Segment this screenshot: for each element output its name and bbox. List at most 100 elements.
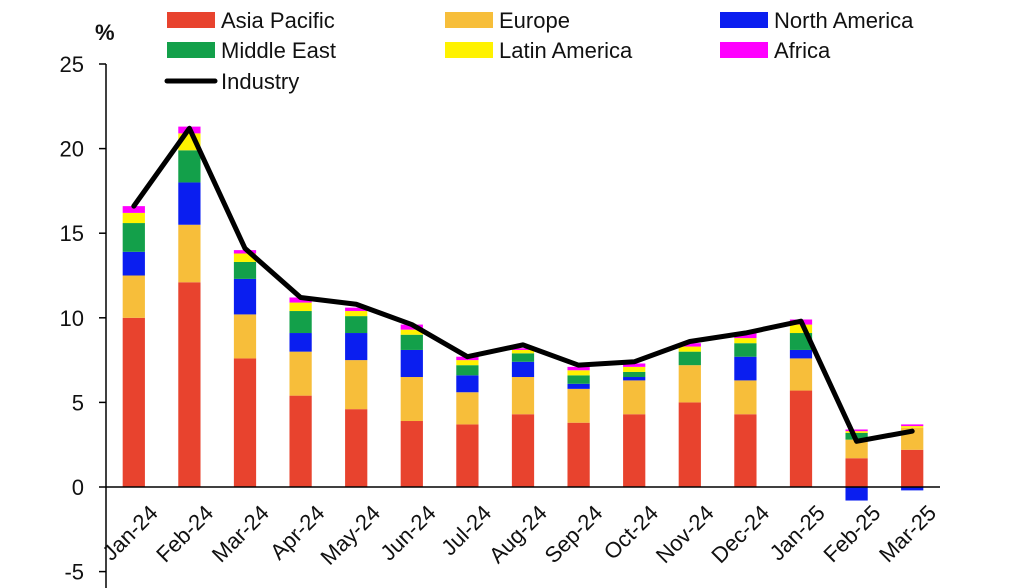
bar-segment [233,278,257,315]
y-tick-label: 5 [72,390,84,415]
bar-segment [345,307,368,312]
bar-segment [122,251,145,276]
bar-segment [178,224,201,283]
bar-segment [233,253,257,262]
bar-segment [567,375,590,384]
bar-segment [456,424,479,487]
bar-segment [845,431,868,433]
bar-segment [178,182,201,225]
bar-segment [678,351,701,366]
bar-segment [233,358,257,487]
x-tick-label: May-24 [315,500,385,570]
x-tick-label: Feb-25 [818,500,885,567]
legend-swatch [720,12,768,28]
legend-swatch [445,12,493,28]
bar-segment [289,351,312,396]
bar-segment [678,343,701,347]
bar-segment [623,366,646,372]
bar-segment [845,487,868,501]
bar-segment [345,333,368,361]
bar-segment [400,349,423,378]
bar-segment [567,422,590,487]
bar-segment [456,375,479,393]
bar-segment [567,366,590,371]
bar-segment [345,409,368,487]
bar-segment [734,380,757,415]
bar-segment [178,150,201,183]
bar-segment [511,377,535,415]
bar-segment [734,356,757,381]
bar-segment [289,395,312,487]
bar-segment [901,424,924,427]
bar-segment [122,317,145,487]
y-axis-unit-label: % [95,20,115,45]
legend-swatch [167,12,215,28]
bar-segment [678,402,701,487]
legend-label: Europe [499,8,570,33]
bar-segment [623,414,646,487]
bar-segment [789,390,813,487]
legend-label: Africa [774,38,831,63]
bar-segment [456,365,479,376]
bar-segment [789,358,813,391]
industry-line [131,125,915,444]
bar-segment [567,388,590,423]
bar-segment [511,349,535,354]
x-tick-label: Mar-25 [874,500,941,567]
industry-line-path [131,125,915,444]
y-tick-label: 20 [60,137,84,162]
bar-segment [623,377,646,381]
bar-segment [178,282,201,487]
y-axis: -5 0 5 10 15 20 25 [60,52,107,588]
bar-segment [567,383,590,389]
bar-segment [845,429,868,432]
bar-segment [789,324,813,334]
x-tick-label: Oct-24 [599,500,663,564]
bar-segment [345,311,368,317]
bar-segment [122,223,145,252]
bar-segment [122,212,145,224]
bar-segment [456,392,479,425]
bar-segment [901,449,924,487]
y-tick-label: 0 [72,475,84,500]
x-tick-label: Aug-24 [484,500,552,568]
bar-segment [289,333,312,352]
bar-segment [511,361,535,378]
x-axis: Jan-24Feb-24Mar-24Apr-24May-24Jun-24Jul-… [97,486,941,570]
y-tick-label: -5 [64,560,84,585]
legend-label: Latin America [499,38,633,63]
y-tick-label: 15 [60,221,84,246]
x-tick-label: Feb-24 [151,500,218,567]
bar-segment [567,370,590,376]
legend-label: Asia Pacific [221,8,335,33]
bar-segment [400,334,423,350]
bar-segment [901,426,924,428]
bar-segment [289,297,312,303]
bar-segment [122,275,145,318]
x-tick-label: Mar-24 [207,500,274,567]
bar-segment [734,414,757,487]
x-tick-label: Jan-24 [97,500,162,565]
bar-segment [345,360,368,410]
legend-swatch [720,42,768,58]
bar-segment [845,439,868,459]
legend-swatch [445,42,493,58]
legend-label: Industry [221,69,299,94]
x-tick-label: Jun-24 [375,500,440,565]
bar-segment [511,414,535,487]
bar-segment [511,353,535,362]
legend-label: North America [774,8,914,33]
bar-segment [678,365,701,403]
bar-segment [734,338,757,344]
bar-segment [511,348,535,350]
legend: Asia Pacific Europe North America Middle Ea… [164,8,914,94]
bar-segment [400,377,423,422]
y-tick-label: 10 [60,306,84,331]
bar-segment [678,346,701,352]
bars [122,126,924,501]
x-tick-label: Nov-24 [651,500,719,568]
legend-label: Middle East [221,38,336,63]
bar-segment [456,360,479,366]
bar-segment [289,311,312,334]
y-tick-label: 25 [60,52,84,77]
